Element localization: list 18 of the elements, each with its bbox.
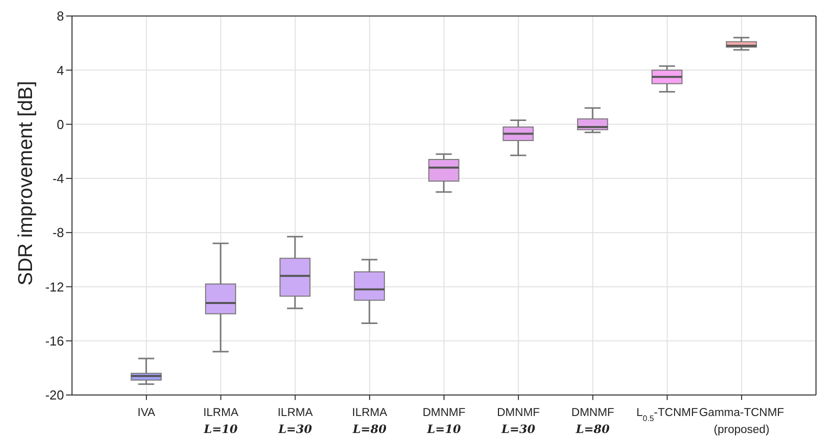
x-tick-label: ILRMA L=30: [277, 407, 314, 436]
y-tick-label: -8: [52, 225, 64, 240]
x-tick-label: ILRMA L=10: [202, 407, 239, 436]
x-tick-label: L$_{0.5}$-TCNMF: [636, 407, 698, 422]
y-tick-label: 4: [56, 62, 64, 78]
x-tick-label: IVA: [138, 407, 156, 419]
y-tick-label: 0: [56, 116, 64, 132]
y-axis-title: SDR improvement [dB]: [15, 80, 38, 286]
x-tick-label: DMNMF L=80: [571, 407, 614, 436]
y-tick-label: -4: [52, 171, 64, 186]
y-tick-label: 8: [56, 8, 64, 24]
y-tick-label: -12: [45, 279, 64, 294]
y-tick-label: -16: [45, 333, 64, 348]
x-tick-label: DMNMF L=30: [497, 407, 540, 436]
y-tick-label: -20: [45, 388, 64, 403]
x-tick-label: ILRMA L=80: [352, 407, 388, 436]
x-tick-label: DMNMF L=10: [422, 407, 466, 436]
x-tick-label: Gamma-TCNMF (proposed): [699, 407, 784, 436]
